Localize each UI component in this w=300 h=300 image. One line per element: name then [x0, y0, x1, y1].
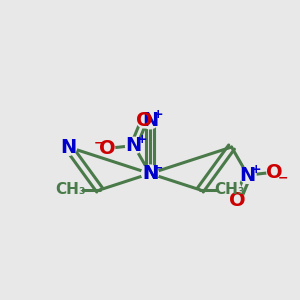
Text: −: −	[94, 136, 104, 149]
Circle shape	[219, 179, 241, 201]
Text: +: +	[251, 163, 261, 176]
Text: N: N	[60, 138, 76, 157]
Circle shape	[267, 165, 282, 179]
Circle shape	[239, 167, 256, 183]
Text: CH₃: CH₃	[214, 182, 245, 197]
Circle shape	[230, 193, 245, 208]
Text: O: O	[266, 163, 283, 182]
Text: +: +	[137, 133, 147, 146]
Circle shape	[142, 112, 158, 129]
Text: O: O	[99, 139, 116, 158]
Text: N: N	[142, 164, 158, 183]
Circle shape	[126, 137, 142, 154]
Text: N: N	[142, 164, 158, 183]
Text: CH₃: CH₃	[55, 182, 86, 197]
Text: O: O	[229, 190, 246, 210]
Text: −: −	[153, 161, 164, 174]
Text: N: N	[126, 136, 142, 155]
Circle shape	[137, 113, 152, 128]
Text: N: N	[240, 166, 256, 184]
Circle shape	[142, 165, 158, 182]
Circle shape	[60, 139, 77, 155]
Text: O: O	[136, 111, 152, 130]
Circle shape	[59, 179, 81, 201]
Circle shape	[100, 141, 115, 156]
Text: N: N	[142, 111, 158, 130]
Text: +: +	[153, 108, 164, 121]
Text: −: −	[277, 172, 288, 184]
Circle shape	[142, 165, 158, 182]
